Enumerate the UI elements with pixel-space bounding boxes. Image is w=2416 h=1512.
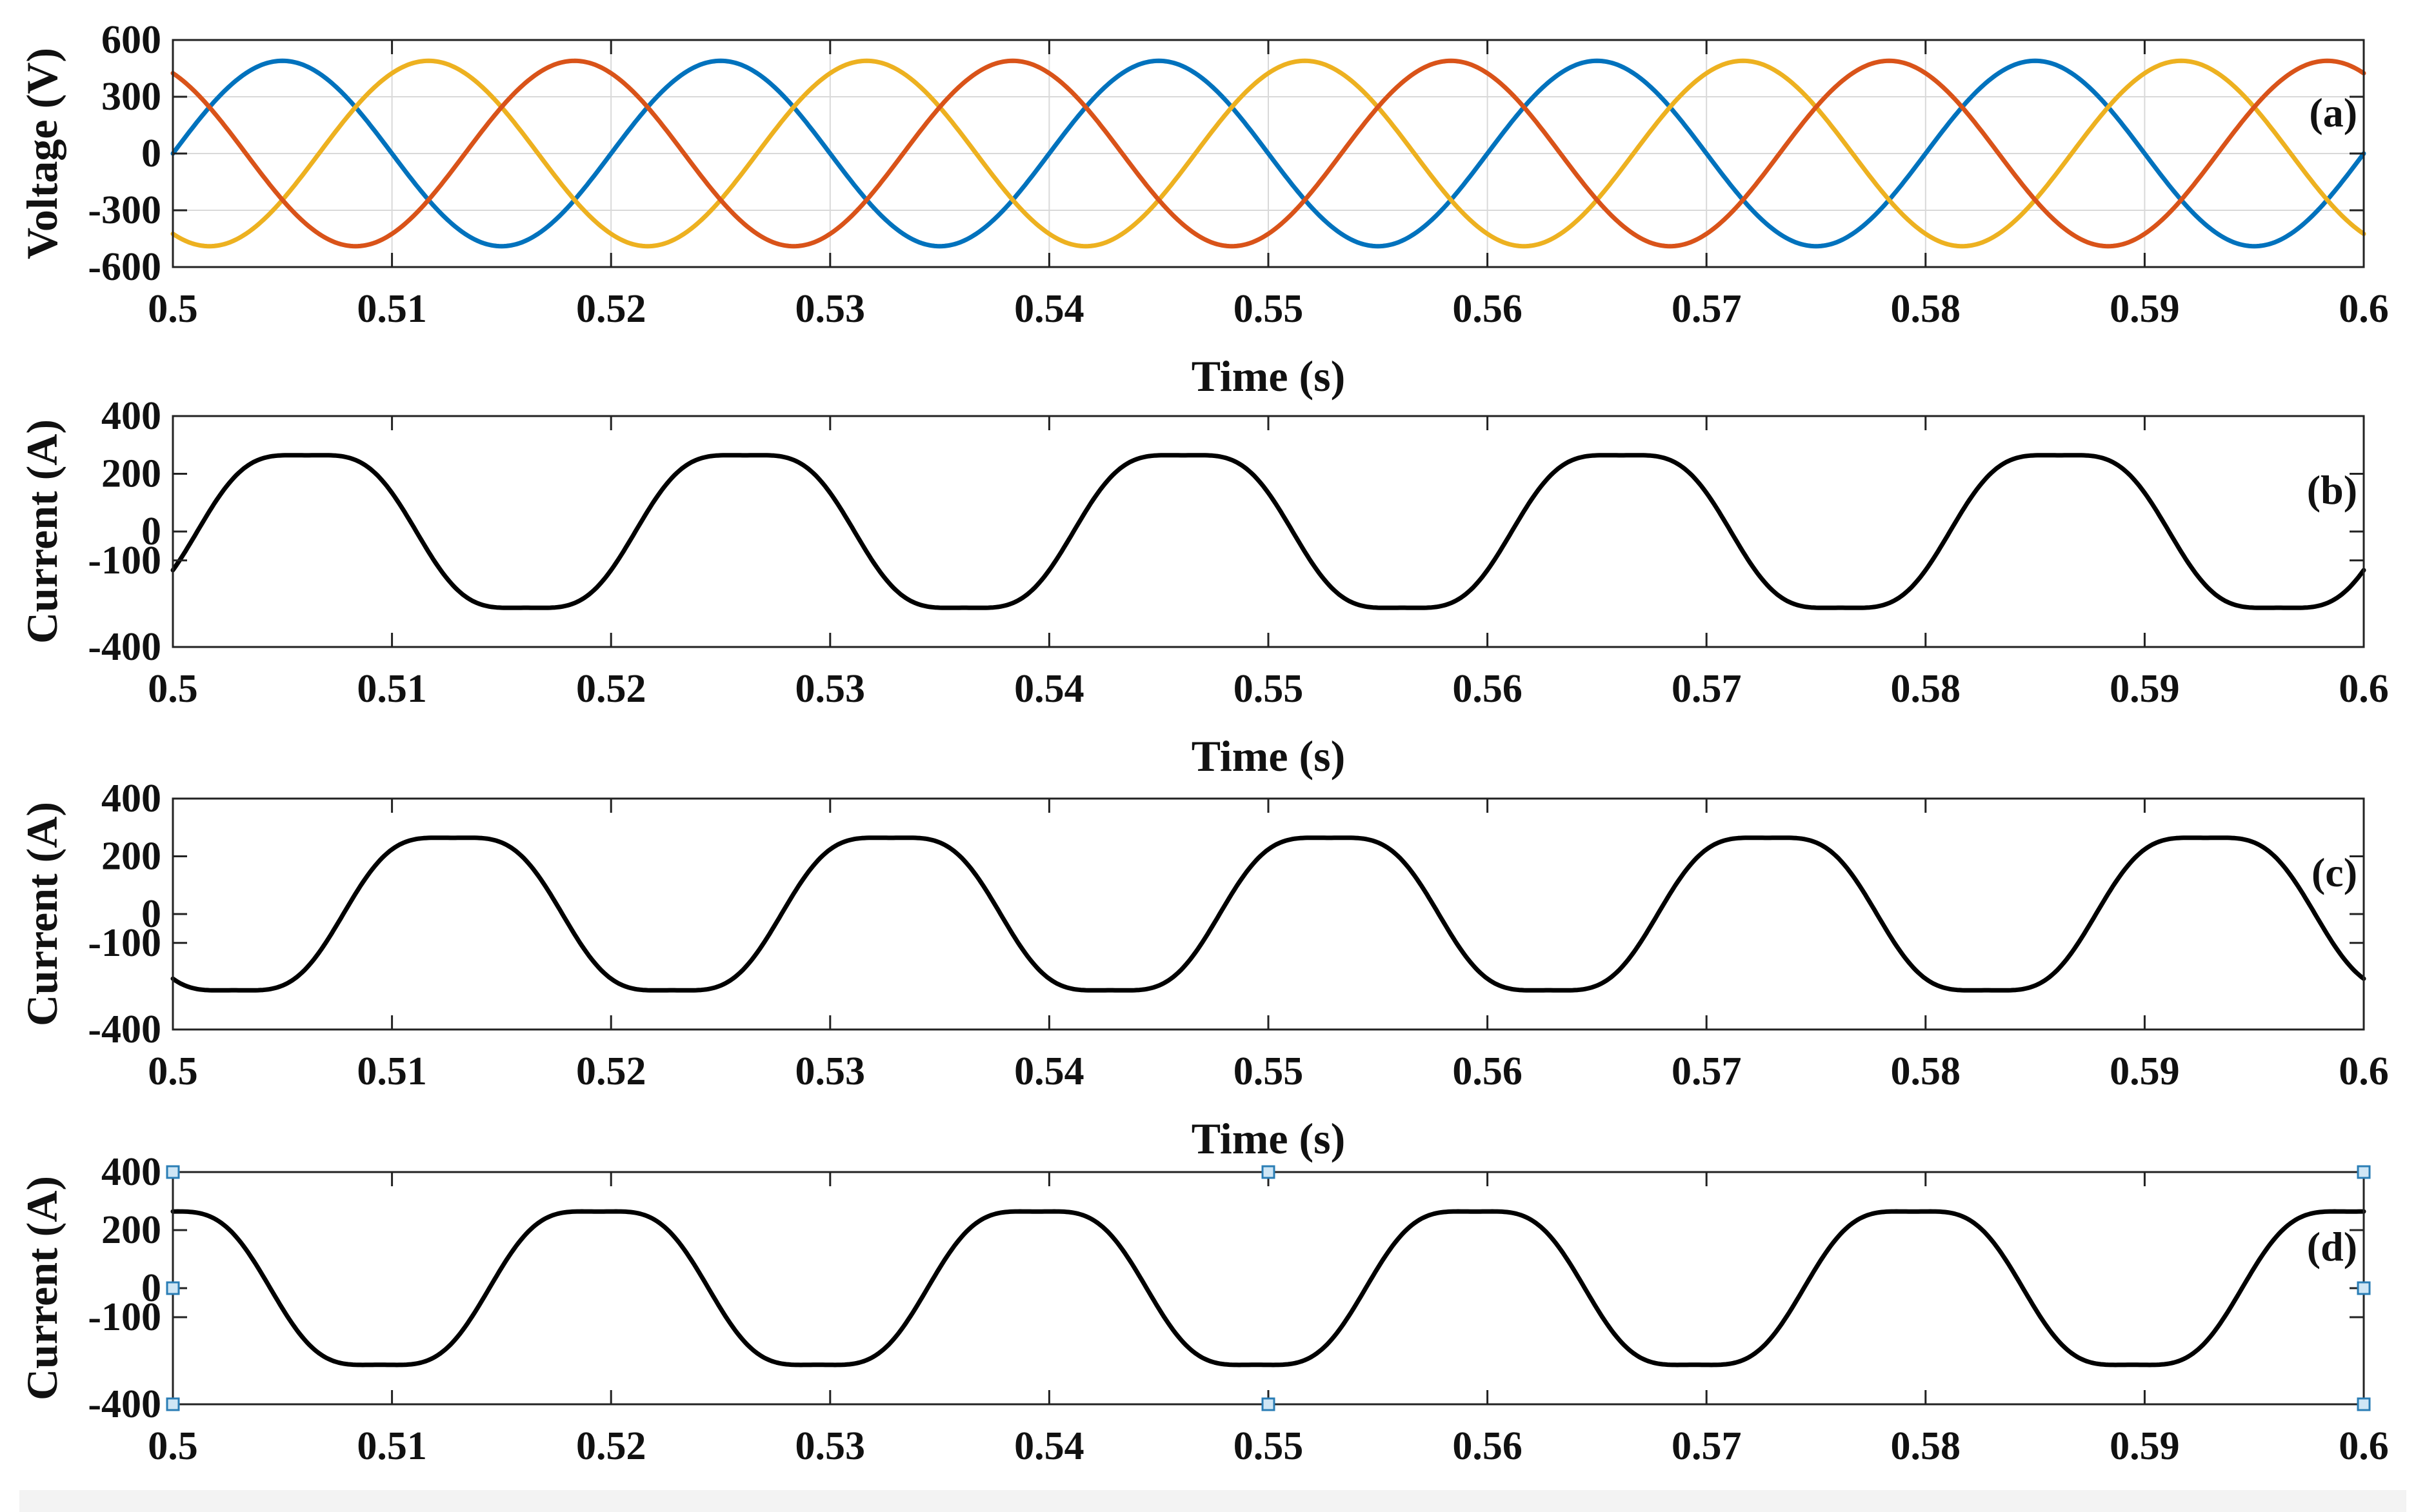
x-tick-label: 0.54	[1014, 1049, 1084, 1093]
selection-handle[interactable]	[166, 1165, 180, 1179]
panel-d: 0.5 0.51 0.52 0.53 0.54 0.55 0.56 0.57 0.58 0.59 0…	[17, 1150, 2389, 1468]
y-tick-label: 600	[101, 18, 161, 62]
panel-b: 0.5 0.51 0.52 0.53 0.54 0.55 0.56 0.57 0.58 0.59 0…	[17, 394, 2389, 781]
series-line-1	[170, 58, 2366, 249]
selection-handle[interactable]	[166, 1397, 180, 1411]
plot-frame	[172, 1171, 2365, 1406]
series-line-2	[170, 58, 2366, 249]
y-tick-label: -100	[88, 539, 161, 582]
y-tick-label: 0	[141, 1266, 161, 1310]
x-tick-label: 0.56	[1452, 1424, 1522, 1468]
x-tick-label: 0.5	[148, 1049, 198, 1093]
panel-label: (b)	[2307, 467, 2357, 513]
y-tick-label: -100	[88, 921, 161, 965]
x-tick-label: 0.58	[1891, 1424, 1961, 1468]
x-tick-label: 0.52	[576, 1049, 646, 1093]
x-tick-label: 0.56	[1452, 1049, 1522, 1093]
selection-handle[interactable]	[2357, 1281, 2371, 1295]
y-tick-label: 200	[101, 1208, 161, 1252]
x-tick-label: 0.57	[1672, 1424, 1742, 1468]
x-tick-label: 0.55	[1233, 1049, 1304, 1093]
selection-handle[interactable]	[2357, 1397, 2371, 1411]
y-tick-label: -600	[88, 245, 161, 289]
series-line-3	[170, 58, 2366, 249]
selection-handle[interactable]	[2357, 1165, 2371, 1179]
selection-handle[interactable]	[166, 1281, 180, 1295]
plot-frame	[172, 797, 2365, 1031]
x-tick-label: 0.6	[2339, 667, 2389, 711]
panel-c: 0.5 0.51 0.52 0.53 0.54 0.55 0.56 0.57 0.58 0.59 0…	[17, 777, 2389, 1163]
y-tick-label: 400	[101, 1150, 161, 1194]
x-tick-label: 0.53	[795, 1424, 866, 1468]
y-axis-label: Current (A)	[17, 419, 66, 644]
y-tick-label: -400	[88, 625, 161, 669]
x-tick-label: 0.59	[2110, 667, 2180, 711]
y-axis-label: Current (A)	[17, 802, 66, 1026]
y-axis-label: Voltage (V)	[17, 48, 66, 259]
x-tick-label: 0.55	[1233, 667, 1304, 711]
x-tick-label: 0.53	[795, 667, 866, 711]
y-tick-label: 400	[101, 394, 161, 438]
y-tick-label: 0	[141, 132, 161, 175]
y-tick-label: -100	[88, 1295, 161, 1339]
y-tick-label: 300	[101, 75, 161, 119]
x-tick-label: 0.59	[2110, 1424, 2180, 1468]
x-tick-label: 0.6	[2339, 287, 2389, 331]
y-axis-label: Current (A)	[17, 1176, 66, 1400]
series-line-1	[170, 835, 2366, 993]
x-tick-label: 0.53	[795, 287, 866, 331]
y-tick-label: -400	[88, 1008, 161, 1051]
x-tick-label: 0.6	[2339, 1424, 2389, 1468]
plot-frame	[172, 415, 2365, 648]
x-axis-label: Time (s)	[1192, 352, 1346, 401]
panel-label: (a)	[2309, 90, 2357, 135]
x-tick-label: 0.55	[1233, 287, 1304, 331]
x-tick-label: 0.5	[148, 287, 198, 331]
x-tick-label: 0.5	[148, 667, 198, 711]
y-tick-label: 0	[141, 892, 161, 936]
x-tick-label: 0.59	[2110, 287, 2180, 331]
x-tick-label: 0.59	[2110, 1049, 2180, 1093]
x-tick-label: 0.57	[1672, 1049, 1742, 1093]
x-tick-label: 0.51	[357, 1049, 427, 1093]
selection-handle[interactable]	[1261, 1165, 1275, 1179]
y-tick-label: 200	[101, 452, 161, 496]
x-tick-label: 0.58	[1891, 667, 1961, 711]
panel-label: (c)	[2311, 850, 2357, 895]
x-tick-label: 0.58	[1891, 1049, 1961, 1093]
series-line-1	[170, 453, 2366, 610]
x-tick-label: 0.55	[1233, 1424, 1304, 1468]
selection-handle[interactable]	[1261, 1397, 1275, 1411]
x-axis-label: Time (s)	[1192, 1114, 1346, 1163]
y-tick-label: 400	[101, 777, 161, 821]
x-tick-label: 0.54	[1014, 667, 1084, 711]
x-tick-label: 0.52	[576, 1424, 646, 1468]
x-axis-label: Time (s)	[1192, 731, 1346, 781]
y-tick-label: 200	[101, 835, 161, 879]
x-tick-label: 0.52	[576, 667, 646, 711]
x-tick-label: 0.58	[1891, 287, 1961, 331]
x-tick-label: 0.57	[1672, 287, 1742, 331]
y-tick-label: 0	[141, 510, 161, 553]
x-tick-label: 0.51	[357, 1424, 427, 1468]
y-tick-label: -300	[88, 188, 161, 232]
panel-label: (d)	[2307, 1224, 2357, 1269]
x-tick-label: 0.52	[576, 287, 646, 331]
panel-a: 0.5 0.51 0.52 0.53 0.54 0.55 0.56 0.57 0.58 0.59 0…	[17, 18, 2389, 401]
series-line-1	[170, 1209, 2366, 1368]
x-tick-label: 0.54	[1014, 287, 1084, 331]
x-tick-label: 0.56	[1452, 667, 1522, 711]
x-tick-label: 0.54	[1014, 1424, 1084, 1468]
bottom-band	[19, 1490, 2406, 1512]
x-tick-label: 0.56	[1452, 287, 1522, 331]
panels: 0.5 0.51 0.52 0.53 0.54 0.55 0.56 0.57 0.58 0.59 0…	[17, 18, 2389, 1468]
x-tick-label: 0.5	[148, 1424, 198, 1468]
x-tick-label: 0.51	[357, 287, 427, 331]
x-tick-label: 0.57	[1672, 667, 1742, 711]
x-tick-label: 0.6	[2339, 1049, 2389, 1093]
x-tick-label: 0.51	[357, 667, 427, 711]
x-tick-label: 0.53	[795, 1049, 866, 1093]
y-tick-label: -400	[88, 1382, 161, 1426]
